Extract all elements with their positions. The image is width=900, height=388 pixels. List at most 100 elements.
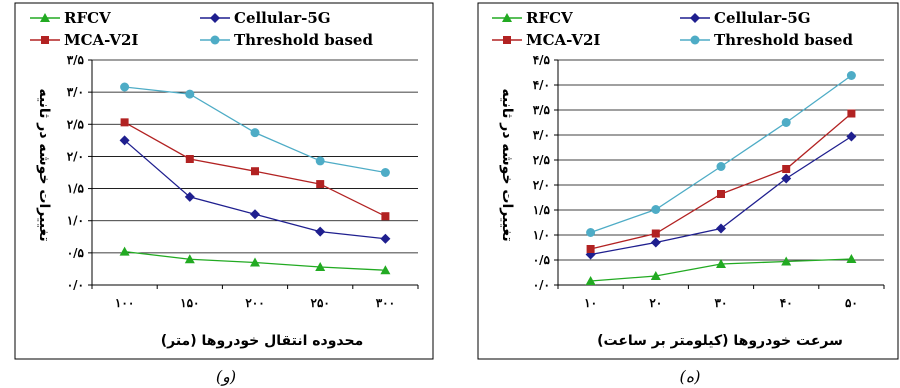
legend-marker <box>41 36 49 44</box>
y-tick-label: ۳/۰ <box>67 85 84 99</box>
x-tick-label: ۴۰ <box>780 296 793 310</box>
data-point <box>119 135 130 146</box>
chart-caption-right: (ه) <box>680 367 701 386</box>
data-point <box>716 162 726 171</box>
y-tick-label: ۱/۵ <box>533 203 551 217</box>
legend-item: Cellular-5G <box>200 9 331 27</box>
data-point <box>380 233 391 244</box>
y-tick-label: ۳/۵ <box>533 103 551 117</box>
legend-marker <box>210 13 220 23</box>
data-point <box>650 271 661 280</box>
legend-item: RFCV <box>30 9 111 27</box>
legend-item: MCA-V2I <box>492 31 600 49</box>
y-tick-label: ۱/۰ <box>67 214 84 228</box>
data-point <box>846 71 856 80</box>
chart-right: ۰/۰ ۰/۵ ۱/۰ ۱/۵ ۲/۰ ۲/۵ ۳/۰ ۳/۵ ۴/۰ ۴/۵ ۱۰ ۲۰ ۳۰ ۴۰ ۵۰… <box>477 2 899 360</box>
data-point <box>586 245 595 253</box>
legend-label: Threshold based <box>714 31 853 49</box>
y-axis-label: تغییرات خوشه در ثانیه <box>36 88 52 241</box>
x-tick-label: ۲۵۰ <box>311 296 330 310</box>
chart-frame <box>477 2 899 360</box>
x-tick-label: ۳۰۰ <box>376 296 395 310</box>
legend-label: Cellular-5G <box>234 9 331 27</box>
y-tick-label: ۱/۵ <box>67 182 85 196</box>
data-point <box>250 128 260 138</box>
legend-label: Cellular-5G <box>714 9 811 27</box>
legend-item: MCA-V2I <box>30 31 138 49</box>
data-point <box>782 165 791 173</box>
legend-item: Threshold based <box>200 31 373 49</box>
data-point <box>185 89 195 99</box>
legend-marker <box>503 36 511 44</box>
legend-item: RFCV <box>492 9 573 27</box>
data-point <box>650 237 661 248</box>
legend-marker <box>690 35 700 45</box>
y-tick-label: ۲/۵ <box>67 117 85 131</box>
legend-item: Threshold based <box>680 31 853 49</box>
data-point <box>185 155 194 163</box>
series-mca-v2i <box>586 109 856 253</box>
y-tick-label: ۰/۰ <box>533 278 550 292</box>
y-tick-label: ۴/۵ <box>533 53 551 67</box>
data-point <box>651 205 661 214</box>
y-axis-label: تغییرات خوشه در ثانیه <box>499 88 515 241</box>
data-point <box>184 191 195 202</box>
x-axis-label: سرعت خودروها (کیلومتر بر ساعت) <box>597 333 843 349</box>
legend-label: MCA-V2I <box>526 31 600 49</box>
data-point <box>380 168 390 177</box>
data-point <box>250 257 260 267</box>
series-threshold-based <box>120 82 390 177</box>
y-tick-label: ۳/۵ <box>67 53 85 67</box>
y-tick-label: ۲/۰ <box>533 178 550 192</box>
x-tick-label: ۳۰ <box>715 296 728 310</box>
y-tick-label: ۳/۰ <box>533 128 550 142</box>
x-tick-label: ۱۵۰ <box>180 296 199 310</box>
chart-frame <box>14 2 434 360</box>
y-tick-label: ۲/۰ <box>67 149 84 163</box>
legend-label: RFCV <box>64 9 111 27</box>
legend-label: MCA-V2I <box>64 31 138 49</box>
data-point <box>781 173 792 184</box>
data-point <box>585 276 596 285</box>
data-point <box>120 82 130 92</box>
chart-caption-left: (و) <box>216 367 236 386</box>
data-point <box>846 131 857 142</box>
x-tick-label: ۲۰ <box>649 296 662 310</box>
series-threshold-based <box>586 71 856 237</box>
data-point <box>120 118 129 127</box>
data-point <box>315 262 326 271</box>
data-point <box>781 256 792 266</box>
y-tick-label: ۱/۰ <box>533 228 550 242</box>
data-point <box>651 229 660 238</box>
y-tick-label: ۴/۰ <box>533 78 550 92</box>
legend-label: Threshold based <box>234 31 373 49</box>
legend-marker <box>210 35 220 45</box>
data-point <box>250 209 260 220</box>
data-point <box>717 190 725 198</box>
data-point <box>586 228 596 237</box>
x-tick-label: ۲۰۰ <box>245 296 264 310</box>
x-tick-label: ۱۰۰ <box>115 296 134 310</box>
y-tick-label: ۲/۵ <box>533 153 551 167</box>
y-tick-label: ۰/۵ <box>67 246 85 260</box>
legend-marker <box>40 13 50 22</box>
data-point <box>315 156 325 166</box>
data-point <box>716 223 726 234</box>
series-cellular-5g <box>119 135 391 244</box>
data-point <box>316 180 325 189</box>
series-rfcv <box>119 246 391 275</box>
legend-item: Cellular-5G <box>680 9 811 27</box>
data-point <box>251 167 259 176</box>
legend-marker <box>502 13 512 22</box>
data-point <box>381 212 390 221</box>
series-rfcv <box>585 254 857 285</box>
legend-label: RFCV <box>526 9 573 27</box>
x-tick-label: ۵۰ <box>845 296 858 310</box>
x-tick-label: ۱۰ <box>584 296 597 310</box>
legend-marker <box>690 13 700 23</box>
data-point <box>846 254 857 263</box>
y-tick-label: ۰/۰ <box>67 278 84 292</box>
data-point <box>716 259 726 268</box>
